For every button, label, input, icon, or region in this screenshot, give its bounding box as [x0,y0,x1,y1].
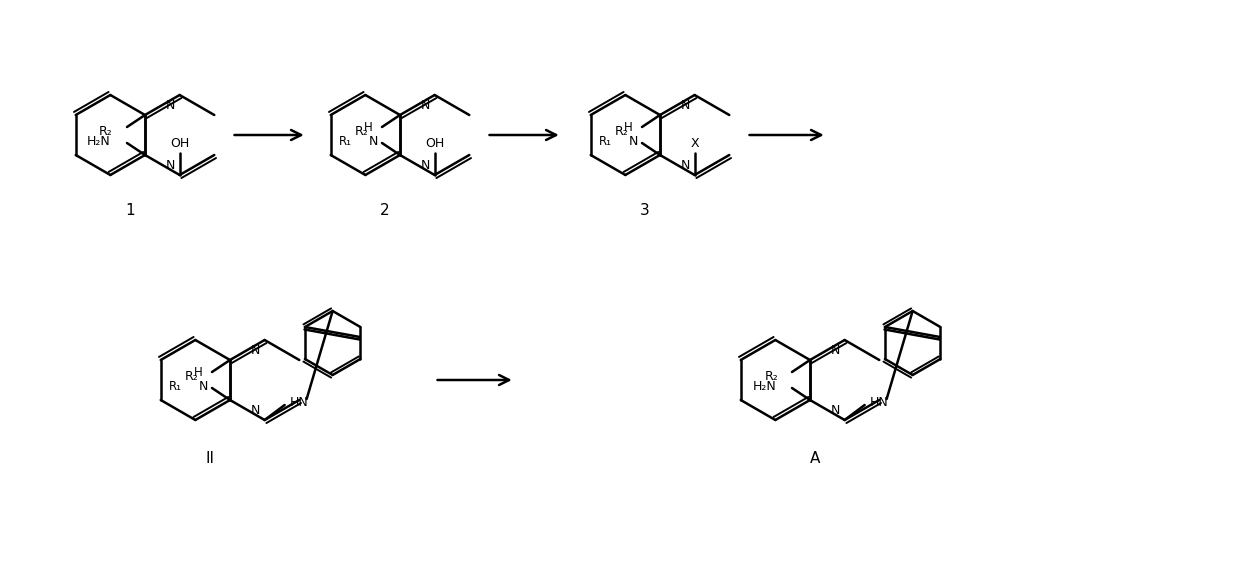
Text: N: N [831,343,839,356]
Text: R₂: R₂ [185,370,198,383]
Text: N: N [368,135,378,148]
Text: N: N [166,99,175,112]
Text: H: H [193,366,202,379]
Text: R₂: R₂ [614,125,627,137]
Text: N: N [831,403,839,416]
Text: N: N [681,159,689,172]
Text: R₁: R₁ [339,135,352,148]
Text: R₁: R₁ [169,379,182,393]
Text: R₂: R₂ [99,125,113,137]
Text: H: H [363,121,372,134]
Text: N: N [166,159,175,172]
Text: N: N [198,379,207,393]
Text: N: N [250,343,260,356]
Text: 2: 2 [381,203,389,218]
Text: N: N [250,403,260,416]
Text: X: X [691,136,699,149]
Text: N: N [629,135,637,148]
Text: A: A [810,450,820,466]
Text: H₂N: H₂N [87,135,112,148]
Text: N: N [681,99,689,112]
Text: OH: OH [170,136,190,149]
Text: II: II [206,450,215,466]
Text: H: H [624,121,632,134]
Text: R₂: R₂ [764,370,777,383]
Text: 3: 3 [640,203,650,218]
Text: 1: 1 [125,203,135,218]
Text: HN: HN [289,396,308,408]
Text: H₂N: H₂N [753,379,776,393]
Text: OH: OH [425,136,444,149]
Text: N: N [420,99,430,112]
Text: R₂: R₂ [355,125,368,137]
Text: R₁: R₁ [599,135,613,148]
Text: HN: HN [869,396,888,408]
Text: N: N [420,159,430,172]
